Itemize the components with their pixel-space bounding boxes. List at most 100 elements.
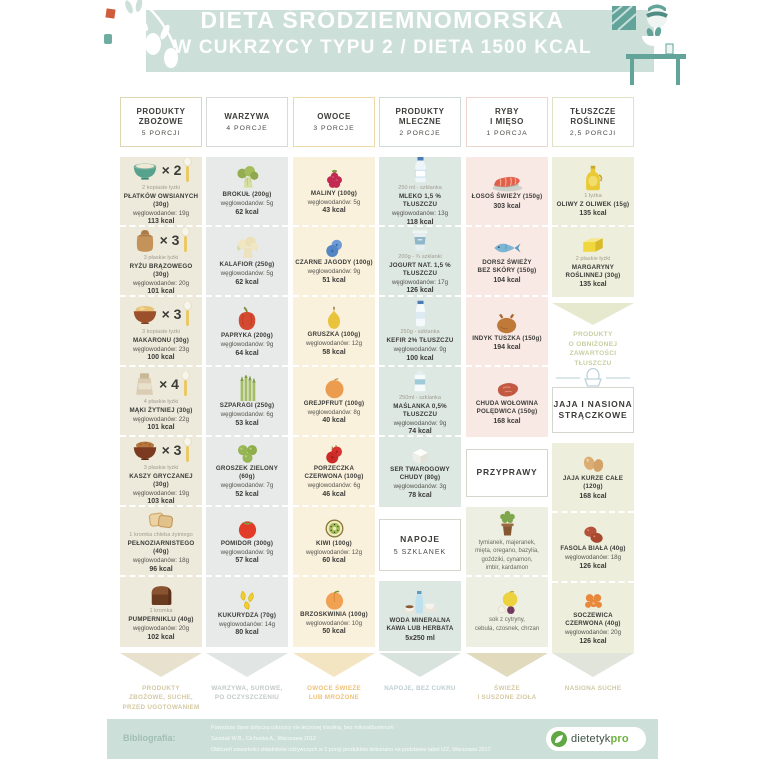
item-icon-row xyxy=(491,172,524,192)
item-icon-row xyxy=(324,168,345,189)
item-name: KIWI (100g) xyxy=(316,539,352,547)
item-icon-row xyxy=(409,445,432,465)
bowl-groats-icon xyxy=(130,438,160,461)
item-kcal: 50 kcal xyxy=(322,628,346,636)
item-icon-row xyxy=(235,305,259,331)
milk-bottle-icon xyxy=(412,157,429,183)
item-kcal: 52 kcal xyxy=(235,490,259,498)
item-kcal: 46 kcal xyxy=(322,490,346,498)
item-kcal: 40 kcal xyxy=(322,417,346,425)
item-icon-row xyxy=(496,510,519,537)
item-card: × 3 3 kopiaste łyżki MAKARONU (30g) węglowo… xyxy=(120,297,202,367)
footer-arrow-warzywa xyxy=(206,653,288,677)
item-name: PORZECZKA CZERWONA (100g) xyxy=(304,465,364,481)
raspberry-icon xyxy=(324,168,345,189)
info-box-title: NAPOJE xyxy=(400,533,440,544)
multiplier: × 4 xyxy=(159,375,179,392)
blueberries-icon xyxy=(324,238,345,258)
footer-arrow-owoce xyxy=(293,653,375,677)
column-title: OWOCE xyxy=(317,111,351,121)
peas-icon xyxy=(236,444,259,464)
logo-text-regular: dietetyk xyxy=(571,733,611,745)
item-card: DORSZ ŚWIEŻY BEZ SKÓRY (150g) 104 kcal xyxy=(466,227,548,297)
footer-note-zbozowe: PRODUKTY ZBOŻOWE, SUCHE, PRZED UGOTOWANI… xyxy=(122,685,200,711)
item-name: SER TWAROGOWY CHUDY (80g) xyxy=(390,466,450,482)
item-card: 250 ml - szklanka MLEKO 1,5 % TŁUSZCZU węg… xyxy=(379,157,461,227)
item-name: SZPARAGI (250g) xyxy=(219,402,275,410)
item-card: BRZOSKWINIA (100g) węglowodanów: 10g 50 kc… xyxy=(293,577,375,647)
item-icon-row xyxy=(494,310,520,334)
item-portion-label: 1 łyżka xyxy=(584,192,602,199)
item-icon-row: × 3 xyxy=(130,300,193,327)
item-card: GROSZEK ZIELONY (60g) węglowodanów: 7g 52 … xyxy=(206,437,288,507)
multiplier: × 2 xyxy=(161,161,182,178)
column-owoce: OWOCE 3 PORCJE MALINY (100g) węglowodanów: … xyxy=(293,97,375,647)
reduced-fat-note: PRODUKTY O OBNIŻONEJ ZAWARTOŚCI TŁUSZCZU xyxy=(568,331,618,367)
item-kcal: 58 kcal xyxy=(322,348,346,356)
item-carbs: węglowodanów: 23g xyxy=(132,345,190,353)
item-carbs: węglowodanów: 6g xyxy=(220,411,274,419)
item-name: PEŁNOZIARNISTEGO (40g) xyxy=(127,540,195,556)
item-card: FASOLA BIAŁA (40g) węglowodanów: 18g 126 k… xyxy=(552,513,634,583)
turkey-icon xyxy=(494,310,520,334)
item-card: × 4 4 płaskie łyżki MĄKI ŻYTNIEJ (30g) węgl… xyxy=(120,367,202,437)
item-card: SER TWAROGOWY CHUDY (80g) węglowodanów: 3… xyxy=(379,437,461,507)
item-portion-label: 3 kopiaste łyżki xyxy=(142,328,180,335)
item-carbs: węglowodanów: 18g xyxy=(132,557,190,565)
item-card: KALAFIOR (250g) węglowodanów: 5g 62 kcal xyxy=(206,227,288,297)
card-group: WODA MINERALNA KAWA LUB HERBATA 5x250 ml xyxy=(379,581,461,651)
item-name: CZARNE JAGODY (100g) xyxy=(295,259,373,267)
item-icon-row xyxy=(494,591,520,615)
item-card: POMIDOR (300g) węglowodanów: 9g 57 kcal xyxy=(206,507,288,577)
item-name: GRUSZKA (100g) xyxy=(307,331,361,339)
column-portions: 2,5 PORCJI xyxy=(569,130,617,138)
item-kcal: 103 kcal xyxy=(147,498,175,506)
item-carbs: węglowodanów: 8g xyxy=(307,408,361,416)
column-portions: 5 PORCJI xyxy=(141,130,181,138)
bibliography-line: Obliczeń zawartości składników odżywczyc… xyxy=(211,747,491,754)
grapefruit-icon xyxy=(324,378,345,399)
item-name: BRZOSKWINIA (100g) xyxy=(300,610,368,618)
item-kcal: 135 kcal xyxy=(579,210,607,218)
spoon-icon xyxy=(183,437,193,463)
item-card: JAJA KURZE CAŁE (120g) 168 kcal xyxy=(552,443,634,513)
item-name: GREJPFRUT (100g) xyxy=(303,399,365,407)
item-name: MARGARYNY ROŚLINNEJ (30g) xyxy=(565,263,621,279)
water-set-icon xyxy=(402,590,438,616)
item-carbs: węglowodanów: 13g xyxy=(391,210,449,218)
item-carbs: węglowodanów: 9g xyxy=(220,548,274,556)
item-name: OLIWY Z OLIWEK (15g) xyxy=(556,200,630,208)
footer-note-warzywa: WARZYWA, SUROWE, PO OCZYSZCZENIU xyxy=(211,685,283,702)
herb-pot-icon xyxy=(496,510,519,537)
item-name: MAŚLANKA 0,5% TŁUSZCZU xyxy=(393,402,447,418)
margarine-icon xyxy=(580,236,606,254)
item-portion-label: 3 płaskie łyżki xyxy=(143,464,179,471)
item-card: INDYK TUSZKA (150g) 194 kcal xyxy=(466,297,548,367)
pepper-icon xyxy=(235,305,259,331)
item-name: CHUDA WOŁOWINA POLĘDWICA (150g) xyxy=(475,400,539,416)
item-kcal: 118 kcal xyxy=(406,218,434,226)
item-carbs: węglowodanów: 9g xyxy=(393,419,447,427)
card-group: BROKUŁ (200g) węglowodanów: 5g 62 kcal KALA… xyxy=(206,157,288,647)
lemon-onion-icon xyxy=(494,591,520,615)
item-name: PAPRYKA (200g) xyxy=(220,332,274,340)
item-kcal: 100 kcal xyxy=(406,354,434,362)
item-icon-row xyxy=(148,583,175,606)
item-icon-row xyxy=(402,590,438,616)
salmon-icon xyxy=(491,172,524,192)
item-kcal: 43 kcal xyxy=(322,207,346,215)
item-kcal: 62 kcal xyxy=(235,208,259,216)
item-icon-row xyxy=(324,589,345,610)
item-icon-row xyxy=(236,444,259,464)
item-portion-label: 4 płaskie łyżki xyxy=(143,398,179,405)
item-kcal: 126 kcal xyxy=(579,637,607,645)
item-card: CHUDA WOŁOWINA POLĘDWICA (150g) 168 kcal xyxy=(466,367,548,437)
item-carbs: węglowodanów: 12g xyxy=(305,340,363,348)
column-portions: 3 PORCJE xyxy=(313,125,355,133)
column-header-mleczne: PRODUKTY MLECZNE 2 PORCJE xyxy=(379,97,461,147)
multiplier: × 3 xyxy=(161,305,182,322)
spoon-icon xyxy=(183,300,193,327)
bibliography-label: Bibliografia: xyxy=(123,733,176,743)
item-icon-row: × 4 xyxy=(132,370,190,397)
item-kcal: 74 kcal xyxy=(408,428,432,436)
